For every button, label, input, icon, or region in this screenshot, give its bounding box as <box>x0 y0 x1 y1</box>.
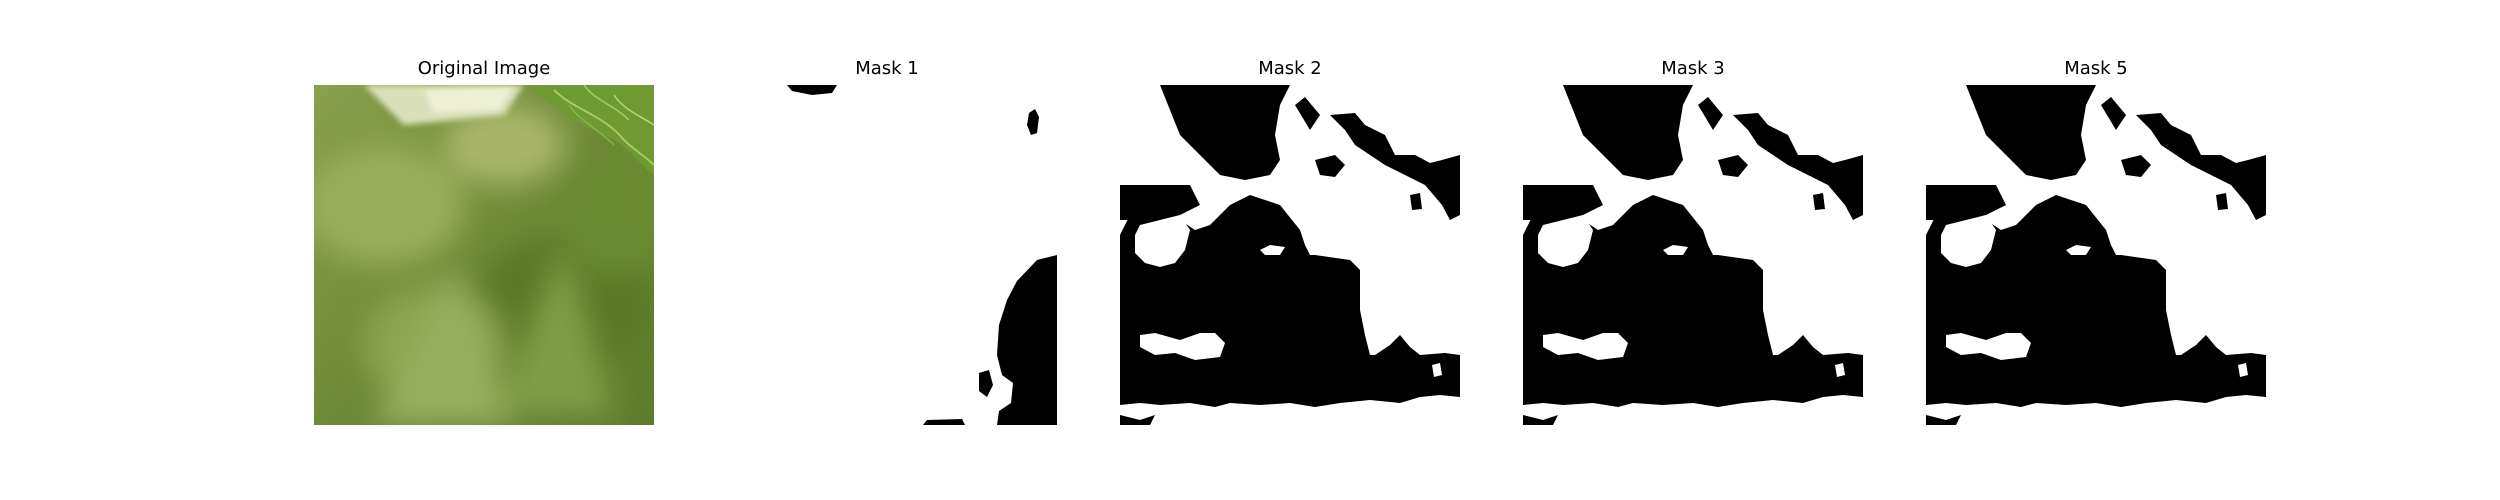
mask-5-image <box>1926 85 2266 425</box>
panel-title: Mask 3 <box>1661 58 1725 79</box>
original-image <box>314 85 654 425</box>
panel-title: Original Image <box>417 58 551 79</box>
panel-title: Mask 2 <box>1258 58 1322 79</box>
mask-1-image <box>717 85 1057 425</box>
mask-3-image <box>1523 85 1863 425</box>
panel-title: Mask 1 <box>855 58 919 79</box>
mask-2-image <box>1120 85 1460 425</box>
panel-title: Mask 5 <box>2064 58 2128 79</box>
